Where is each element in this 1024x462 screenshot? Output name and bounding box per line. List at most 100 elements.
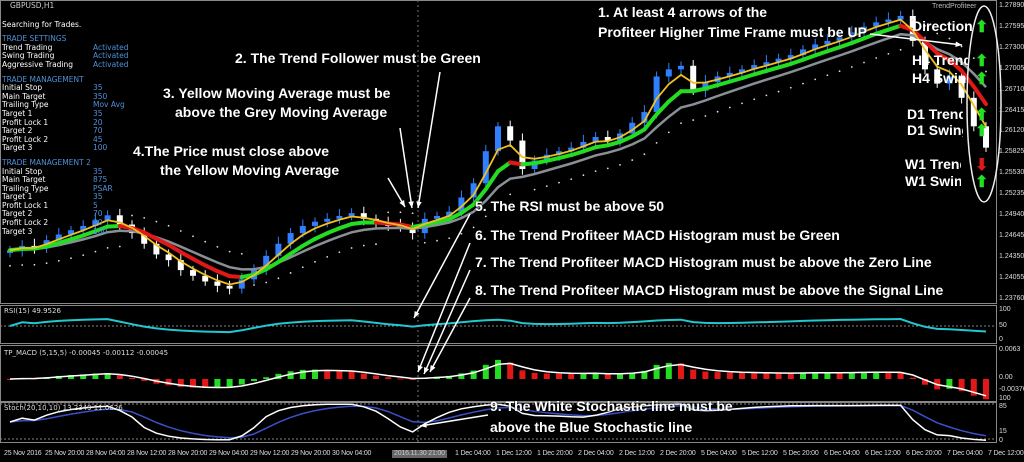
macd-bar-red [970,379,977,396]
psar-dot [655,142,658,144]
annotation-arrow [417,71,441,209]
trend-follower-segment [203,263,220,274]
setting-row: Target 3 100 [2,227,129,237]
macd-bar-red [177,379,184,387]
annotation-text: above the Blue Stochastic line [490,419,693,435]
time-tick-label: 7 Dec 12:00 [988,450,1024,457]
setting-name: Target 1 [2,192,33,202]
annotation-text: the Yellow Moving Average [160,162,340,178]
candle-bullish [861,26,867,33]
direction-row-label: H4 Trend [912,52,968,68]
setting-row: Target 2 70 [2,127,129,136]
trend-follower-segment [727,76,744,84]
stoch-tick-label: 100 [999,395,1011,402]
macd-bar-red [983,379,989,400]
candle-bullish [726,72,733,77]
macd-bar-green [92,373,99,379]
setting-name: Initial Stop [2,166,43,176]
trend-follower-segment [886,23,903,32]
price-tick-label: 1.27300 [999,43,1024,51]
candle-bullish [580,141,587,148]
trend-follower-segment [776,61,793,70]
psar-dot [9,264,11,267]
stoch-tick-label: 15 [999,428,1007,435]
candle-bullish [299,225,306,234]
macd-bar-green [104,373,111,379]
arrowhead-icon [416,201,422,208]
stoch-label: Stoch(20,10,10) 13.2349 11.0626 [4,404,123,412]
macd-bar-red [763,373,770,379]
trend-follower-segment [508,160,525,167]
setting-name: Profit Lock 1 [2,117,49,127]
trend-follower-segment [544,156,561,163]
section-title: TRADE SETTINGS [2,34,67,44]
status-text: Searching for Trades. [2,19,82,29]
arrow-up-icon: ⬆ [975,174,989,191]
setting-row: Profit Lock 2 45 [2,135,129,145]
setting-name: Swing Trading [2,51,55,61]
candle-bullish [702,82,709,91]
macd-bar-green [495,359,501,379]
macd-bar-green [800,372,806,379]
candle-bullish [263,255,270,269]
setting-value: 875 [93,175,108,185]
setting-row: Initial Stop 35 [2,166,129,177]
candle-bullish [836,37,843,41]
candle-bearish [507,126,514,141]
candle-bullish [336,216,343,219]
candle-bearish [970,97,977,127]
annotation-arrow [429,297,471,373]
setting-row: Main Target 350 [2,92,129,102]
setting-value: Mov Avg [93,100,125,110]
setting-name: Target 2 [2,126,33,136]
trend-follower-segment [801,53,818,62]
trend-follower-segment [569,149,586,158]
psar-dot [265,281,268,284]
macd-bar-green [312,369,318,379]
trend-follower-segment [593,143,610,150]
macd-bar-green [592,373,599,379]
psar-dot [728,106,731,109]
setting-row: Trailing Type PSAR [2,184,129,194]
setting-row: Aggressive Trading Activated [2,60,129,70]
price-tick-label: 1.23760 [999,294,1024,302]
psar-dot [21,264,24,266]
trend-follower-segment [605,139,622,148]
setting-value: 35 [93,166,103,176]
psar-dot [70,257,72,260]
trend-follower-segment [923,39,940,56]
psar-dot [82,254,85,257]
candle-bullish [68,230,74,235]
setting-value: Activated [93,42,129,52]
psar-dot [314,260,316,263]
psar-dot [863,61,865,64]
annotation-arrow [399,127,413,209]
candle-bullish [312,221,318,226]
candle-bullish [55,234,62,241]
candle-bullish [104,215,111,221]
rsi-line [9,317,987,334]
candle-bearish [177,260,184,271]
psar-dot [326,255,329,258]
pane-frame [0,345,997,402]
psar-dot [436,239,438,242]
macd-bar-red [775,373,782,379]
psar-dot [277,277,280,280]
psar-dot [777,90,780,93]
macd-bar-red [751,372,758,379]
candle-bearish [214,281,221,286]
psar-dot [362,244,365,247]
psar-dot [850,66,853,68]
symbol-label: GBPUSD,H1 [10,1,55,10]
psar-dot [619,163,621,166]
direction-row-label: W1 Trend [905,156,961,172]
psar-dot [338,251,341,254]
macd-bar-green [617,373,623,379]
psar-dot [814,78,817,81]
trend-follower-segment [300,236,317,248]
setting-row: Target 3 100 [2,144,129,153]
candle-bullish [946,76,953,84]
candle-bullish [824,40,831,45]
arrowhead-icon [955,41,962,47]
